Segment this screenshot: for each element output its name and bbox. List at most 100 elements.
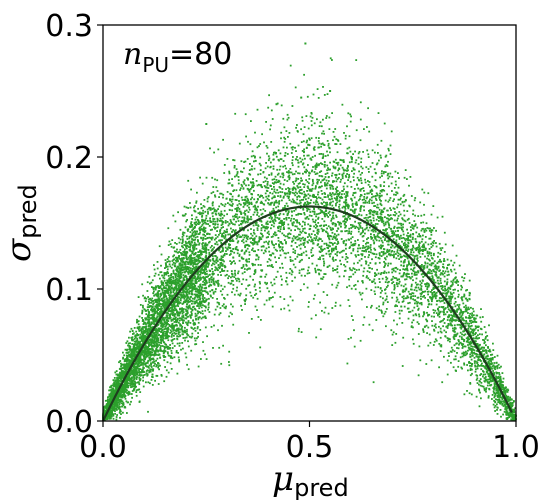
scatter-point — [326, 232, 329, 235]
scatter-point — [327, 196, 329, 198]
scatter-point — [222, 196, 224, 199]
scatter-point — [362, 230, 364, 233]
scatter-point — [286, 205, 289, 207]
scatter-point — [423, 295, 425, 297]
scatter-point — [168, 324, 171, 326]
scatter-point — [253, 198, 256, 201]
scatter-point — [212, 291, 215, 294]
scatter-point — [199, 294, 202, 297]
scatter-point — [386, 277, 389, 280]
scatter-point — [354, 150, 356, 153]
scatter-point — [204, 238, 207, 240]
scatter-point — [363, 316, 366, 319]
scatter-point — [163, 308, 166, 310]
scatter-point — [340, 238, 343, 240]
scatter-point — [196, 222, 199, 225]
scatter-point — [323, 229, 325, 232]
scatter-point — [198, 243, 200, 246]
scatter-point — [381, 289, 383, 292]
scatter-point — [294, 86, 297, 89]
scatter-point — [306, 180, 309, 183]
scatter-point — [109, 393, 111, 396]
scatter-point — [236, 213, 238, 216]
scatter-point — [277, 191, 280, 194]
scatter-point — [135, 348, 138, 351]
scatter-point — [190, 290, 193, 293]
scatter-point — [348, 175, 351, 178]
scatter-point — [120, 413, 122, 415]
scatter-point — [481, 362, 483, 365]
scatter-point — [329, 203, 331, 206]
scatter-point — [173, 289, 176, 292]
scatter-point — [499, 383, 502, 386]
scatter-point — [193, 261, 195, 264]
scatter-point — [201, 224, 204, 226]
scatter-point — [403, 242, 406, 244]
scatter-point — [451, 349, 454, 351]
scatter-point — [223, 209, 226, 212]
scatter-point — [169, 317, 172, 319]
scatter-point — [348, 267, 351, 270]
scatter-point — [279, 228, 282, 230]
scatter-point — [408, 311, 410, 313]
scatter-point — [216, 179, 219, 182]
scatter-point — [291, 159, 294, 162]
scatter-point — [168, 297, 171, 299]
scatter-point — [243, 251, 246, 254]
scatter-point — [164, 259, 167, 261]
scatter-point — [206, 282, 208, 284]
scatter-point — [387, 264, 389, 267]
scatter-point — [446, 278, 449, 281]
scatter-point — [343, 264, 345, 266]
scatter-point — [424, 325, 426, 328]
scatter-point — [325, 201, 327, 204]
scatter-point — [460, 310, 463, 313]
scatter-point — [495, 378, 498, 380]
scatter-point — [405, 275, 408, 277]
scatter-point — [197, 212, 200, 215]
scatter-point — [492, 380, 495, 382]
scatter-point — [352, 206, 354, 208]
scatter-point — [513, 411, 516, 413]
scatter-point — [321, 179, 324, 182]
scatter-point — [194, 339, 197, 342]
scatter-point — [221, 263, 224, 266]
scatter-point — [371, 329, 374, 332]
scatter-point — [371, 213, 374, 216]
scatter-point — [192, 253, 195, 256]
scatter-point — [346, 257, 349, 259]
scatter-point — [484, 367, 487, 370]
scatter-point — [184, 331, 187, 334]
scatter-point — [271, 201, 273, 204]
scatter-point — [320, 269, 322, 272]
scatter-point — [476, 337, 478, 340]
scatter-point — [482, 375, 484, 378]
scatter-point — [190, 316, 192, 319]
scatter-point — [169, 332, 172, 334]
scatter-point — [389, 153, 392, 155]
scatter-point — [316, 197, 318, 200]
scatter-point — [426, 250, 429, 253]
scatter-point — [495, 375, 497, 378]
scatter-point — [451, 293, 453, 296]
scatter-point — [213, 313, 216, 316]
scatter-point — [489, 376, 491, 378]
scatter-point — [263, 141, 265, 144]
scatter-point — [180, 308, 183, 310]
scatter-point — [183, 297, 186, 300]
scatter-point — [371, 258, 373, 261]
scatter-point — [408, 222, 411, 224]
scatter-point — [112, 379, 115, 381]
scatter-point — [478, 389, 481, 392]
scatter-point — [245, 278, 248, 281]
scatter-point — [311, 178, 314, 181]
scatter-point — [207, 302, 210, 304]
scatter-point — [308, 239, 311, 242]
scatter-point — [392, 281, 395, 283]
scatter-point — [229, 219, 232, 221]
scatter-point — [381, 221, 383, 223]
scatter-point — [447, 339, 449, 342]
scatter-point — [283, 218, 285, 220]
scatter-point — [315, 199, 318, 202]
scatter-point — [296, 235, 299, 238]
